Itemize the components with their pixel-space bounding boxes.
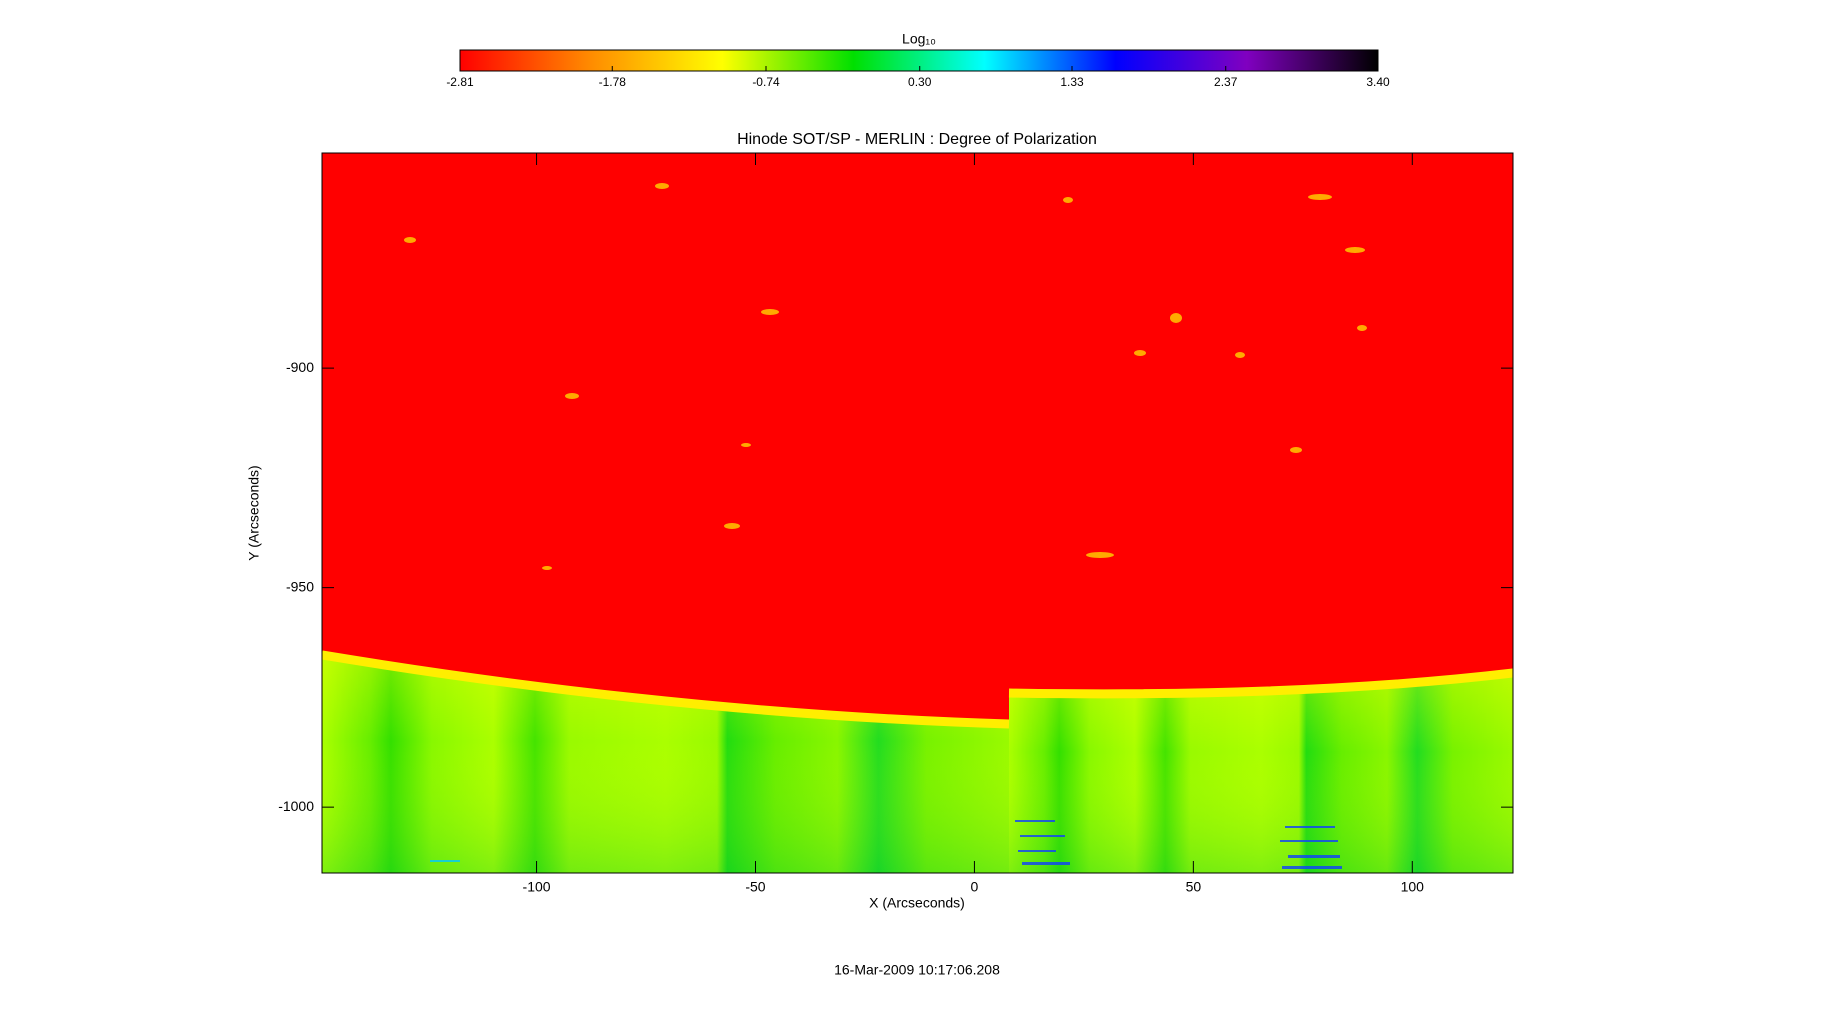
- limb-shade: [1009, 671, 1513, 873]
- limb-edge: [1008, 668, 1513, 699]
- colorbar-tick-label: 0.30: [908, 75, 932, 89]
- x-tick-label: -100: [523, 879, 551, 895]
- solar-image: [322, 153, 1513, 873]
- limb-edge: [322, 650, 1010, 729]
- colorbar-tick-label: -2.81: [446, 75, 474, 89]
- plot-frame: [321, 152, 1514, 874]
- y-tick-label: -900: [286, 359, 314, 375]
- colorbar-tick-label: -1.78: [599, 75, 627, 89]
- colorbar: [459, 49, 1379, 72]
- limb-noise: [430, 820, 1342, 869]
- colorbar-label: Log₁₀: [902, 31, 936, 47]
- y-tick-label: -950: [286, 578, 314, 594]
- colorbar-tick-label: 2.37: [1214, 75, 1238, 89]
- colorbar-tick-label: 3.40: [1366, 75, 1390, 89]
- colorbar-tick-label: -0.74: [752, 75, 780, 89]
- x-axis-label: X (Arcseconds): [869, 895, 965, 911]
- x-tick-label: 100: [1401, 879, 1425, 895]
- y-tick-label: -1000: [278, 798, 314, 814]
- x-tick-label: 0: [971, 879, 979, 895]
- chart-title: Hinode SOT/SP - MERLIN : Degree of Polar…: [737, 131, 1097, 148]
- limb-shade: [322, 653, 1009, 873]
- x-tick-label: 50: [1186, 879, 1202, 895]
- y-axis-label: Y (Arcseconds): [246, 465, 262, 560]
- x-tick-label: -50: [745, 879, 765, 895]
- footer-timestamp: 16-Mar-2009 10:17:06.208: [834, 962, 1000, 978]
- colorbar-tick-label: 1.33: [1060, 75, 1084, 89]
- active-speckles: [404, 183, 1367, 570]
